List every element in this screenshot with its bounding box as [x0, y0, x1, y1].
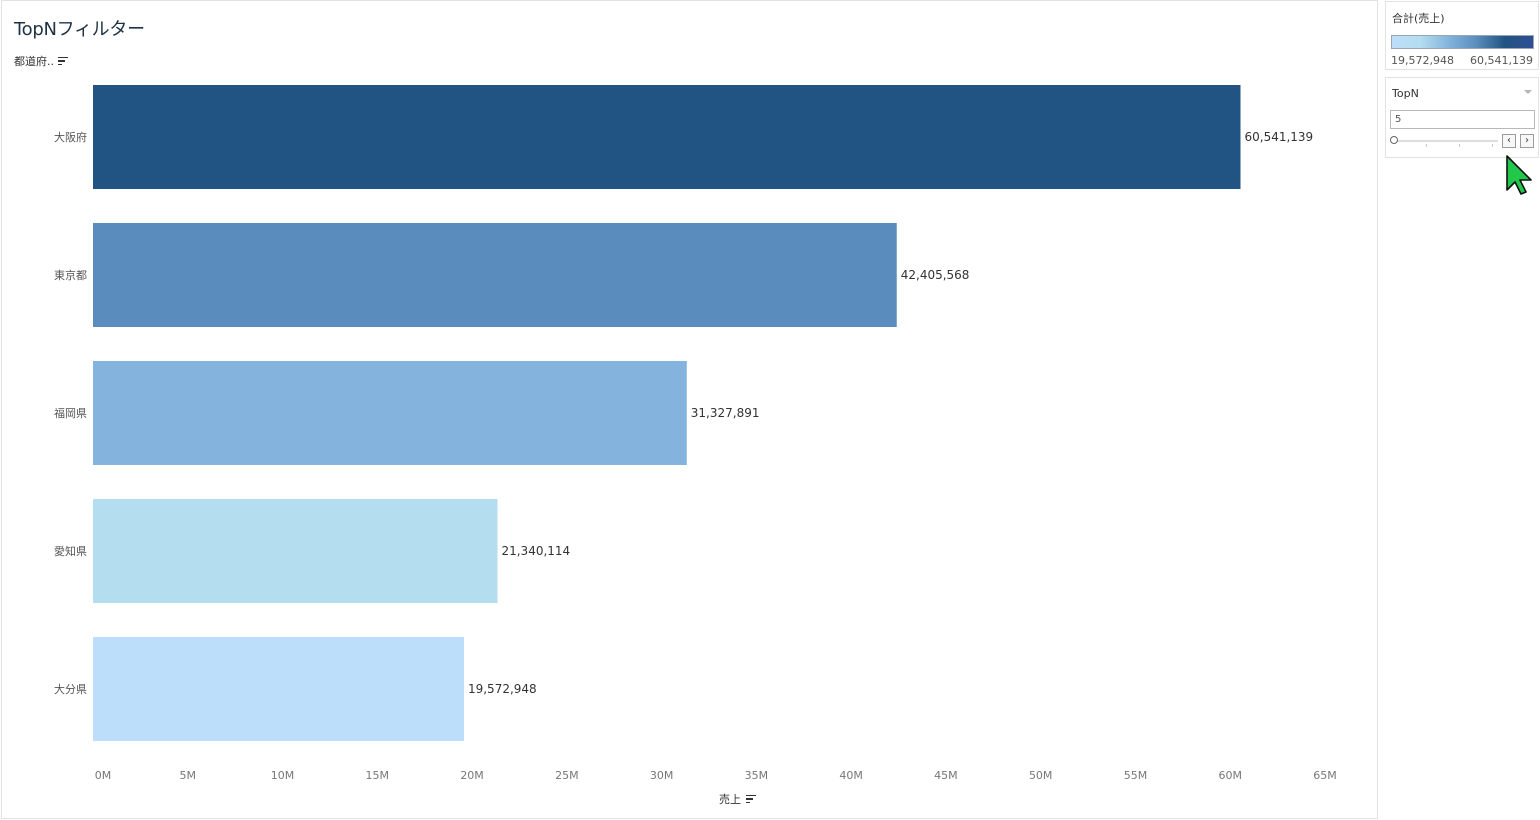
bar-value-label: 19,572,948 [468, 682, 537, 696]
legend-max-label: 60,541,139 [1470, 54, 1533, 67]
category-label[interactable]: 福岡県 [54, 406, 87, 420]
x-tick-label: 5M [180, 769, 197, 782]
bar-5[interactable] [93, 637, 464, 741]
parameter-title: TopN [1392, 87, 1419, 100]
parameter-menu-icon[interactable] [1524, 90, 1532, 94]
x-tick-label: 65M [1313, 769, 1337, 782]
legend-min-label: 19,572,948 [1391, 54, 1454, 67]
decrement-button[interactable]: ‹ [1502, 134, 1516, 148]
category-label[interactable]: 大分県 [54, 682, 87, 696]
x-tick-label: 55M [1124, 769, 1148, 782]
row-field-label: 都道府.. [14, 55, 54, 68]
mouse-pointer-icon [1506, 155, 1532, 195]
slider-tick [1426, 144, 1427, 147]
sheet-title: TopNフィルター [14, 19, 145, 40]
bar-4[interactable] [93, 499, 498, 603]
x-tick-label: 25M [555, 769, 579, 782]
x-tick-label: 0M [95, 769, 112, 782]
topn-value-input[interactable] [1390, 110, 1535, 129]
bar-2[interactable] [93, 223, 897, 327]
topn-slider-track[interactable] [1394, 140, 1498, 142]
row-field-header[interactable]: 都道府.. [14, 53, 68, 69]
sort-descending-icon[interactable] [58, 56, 68, 66]
bar-value-label: 60,541,139 [1244, 130, 1313, 144]
x-tick-label: 20M [460, 769, 484, 782]
x-tick-label: 35M [745, 769, 769, 782]
bar-value-label: 21,340,114 [501, 544, 570, 558]
color-legend: 合計(売上) 19,572,948 60,541,139 [1385, 1, 1539, 70]
sort-descending-icon[interactable] [746, 794, 756, 804]
legend-title: 合計(売上) [1392, 12, 1445, 25]
x-tick-label: 10M [271, 769, 295, 782]
x-tick-label: 15M [366, 769, 390, 782]
bar-1[interactable] [93, 85, 1241, 189]
category-label[interactable]: 大阪府 [54, 130, 87, 144]
x-axis-title-label: 売上 [719, 793, 741, 806]
x-tick-label: 45M [934, 769, 958, 782]
x-tick-label: 40M [839, 769, 863, 782]
slider-tick [1459, 144, 1460, 147]
topn-parameter-control: TopN ‹ › [1385, 77, 1539, 158]
bar-chart: 大阪府 60,541,139 東京都 42,405,568 福岡県 31,327,891 愛… [54, 85, 1337, 782]
increment-button[interactable]: › [1520, 134, 1534, 148]
x-tick-label: 50M [1029, 769, 1053, 782]
bar-3[interactable] [93, 361, 687, 465]
category-label[interactable]: 東京都 [54, 268, 87, 282]
x-tick-label: 60M [1218, 769, 1242, 782]
worksheet-view: TopNフィルター 都道府.. 大阪府 60,541,139 東京都 42,405,5… [1, 0, 1378, 819]
x-axis-title[interactable]: 売上 [719, 791, 756, 807]
bar-value-label: 42,405,568 [901, 268, 970, 282]
slider-tick [1492, 144, 1493, 147]
x-tick-label: 30M [650, 769, 674, 782]
category-label[interactable]: 愛知県 [54, 544, 87, 558]
bar-value-label: 31,327,891 [691, 406, 760, 420]
color-ramp [1391, 35, 1534, 49]
topn-slider-thumb[interactable] [1390, 136, 1398, 144]
